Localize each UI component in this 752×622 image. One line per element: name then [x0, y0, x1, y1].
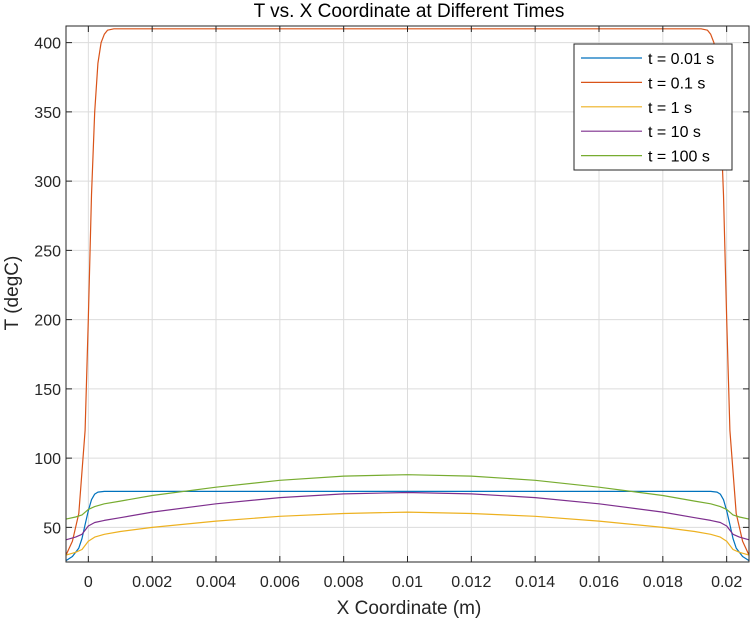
legend-entry: t = 10 s	[648, 124, 701, 141]
series-line-4	[65, 491, 750, 541]
x-tick-label: 0.02	[711, 574, 742, 591]
series-line-5	[65, 474, 750, 520]
y-tick-label: 100	[34, 451, 61, 468]
x-tick-label: 0.012	[451, 574, 491, 591]
x-tick-label: 0.002	[132, 574, 172, 591]
legend-entry: t = 100 s	[648, 149, 710, 166]
x-tick-label: 0.004	[196, 574, 236, 591]
x-tick-label: 0.016	[579, 574, 619, 591]
y-tick-label: 200	[34, 313, 61, 330]
y-tick-label: 300	[34, 174, 61, 191]
legend-entry: t = 0.01 s	[648, 51, 714, 68]
x-tick-label: 0.01	[392, 574, 423, 591]
x-tick-label: 0.018	[643, 574, 683, 591]
y-tick-label: 150	[34, 382, 61, 399]
legend: t = 0.01 s t = 0.1 s t = 1 s t = 10 s t = 10…	[573, 43, 733, 171]
y-axis-title: T (degC)	[2, 256, 23, 331]
y-tick-label: 350	[34, 105, 61, 122]
y-tick-label: 400	[34, 36, 61, 53]
chart-title: T vs. X Coordinate at Different Times	[254, 1, 565, 22]
x-tick-label: 0.006	[260, 574, 300, 591]
x-tick-label: 0.014	[515, 574, 555, 591]
y-tick-label: 50	[43, 520, 61, 537]
series-line-1	[65, 490, 750, 562]
y-tick-label: 250	[34, 243, 61, 260]
x-tick-label: 0.008	[324, 574, 364, 591]
ticks-group: 0 0.002 0.004 0.006 0.008 0.01 0.012 0.014 0.016…	[34, 26, 749, 591]
legend-entry: t = 1 s	[648, 100, 692, 117]
series-line-3	[65, 511, 750, 556]
x-axis-title: X Coordinate (m)	[337, 598, 482, 619]
legend-entry: t = 0.1 s	[648, 75, 705, 92]
x-tick-label: 0	[84, 574, 93, 591]
